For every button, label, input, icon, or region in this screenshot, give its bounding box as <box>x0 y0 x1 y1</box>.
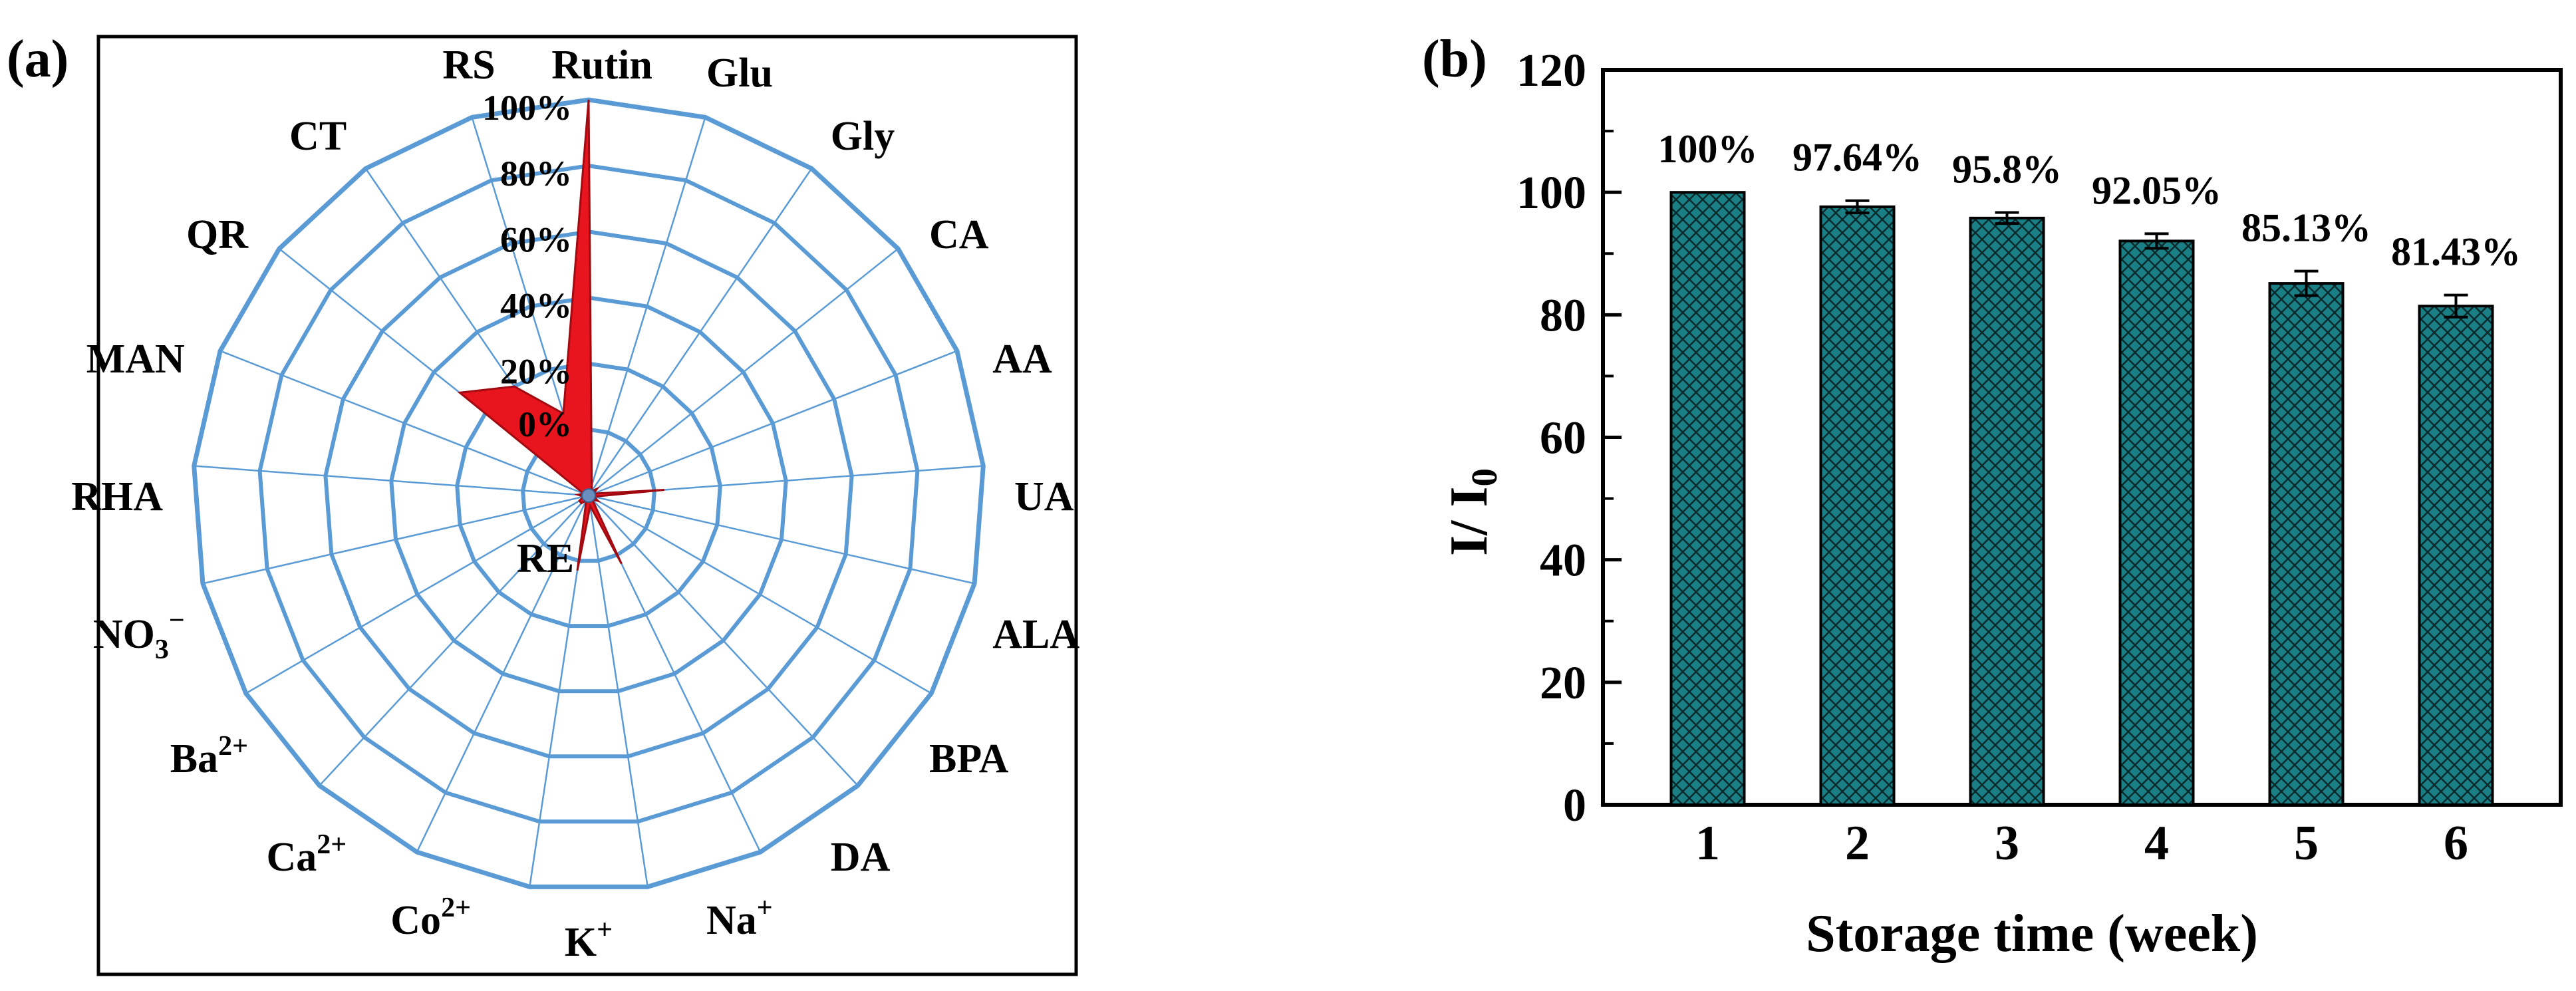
radar-spoke <box>202 494 589 585</box>
bar-data-label: 95.8% <box>1952 148 2062 192</box>
radar-spoke <box>587 495 648 887</box>
panel-b-label: (b) <box>1422 30 1487 88</box>
radar-ring <box>389 295 788 694</box>
radar-ring <box>192 97 986 889</box>
radar-axis-label-ba: Ba2+ <box>170 731 248 781</box>
panel-b: (b) 0 20 40 60 80 100 120 1 2 3 4 5 6 100% 97.64% 95.8… <box>1422 30 2563 963</box>
radar-center-marker <box>581 488 596 503</box>
radar-spoke <box>245 494 589 694</box>
radar-ring <box>323 229 854 759</box>
radar-axis-label-ua: UA <box>1014 474 1074 519</box>
radar-axis-label-k: K+ <box>565 915 613 965</box>
x-tick-label: 1 <box>1695 816 1720 871</box>
plot-frame <box>1601 68 2563 807</box>
radar-spoke <box>416 495 590 853</box>
radar-axis-labels: Rutin Glu Gly CA AA UA ALA BPA DA Na+ K+ Co2+ Ca2+ Ba… <box>71 43 1079 965</box>
radar-spoke <box>588 350 958 497</box>
y-axis-label: I/ I0 <box>1440 468 1504 556</box>
radar-radial-tick-label: 20% <box>500 352 572 392</box>
radar-axis-label-ca: Ca2+ <box>266 829 347 880</box>
radar-ring <box>455 361 722 629</box>
bar-data-label: 100% <box>1658 127 1758 171</box>
radar-spoke <box>587 168 813 496</box>
bar-data-labels: 100% 97.64% 95.8% 92.05% 85.13% 81.43% <box>1658 127 2521 273</box>
radar-axis-label-da: DA <box>831 835 891 880</box>
radar-radial-tick-label: 60% <box>500 219 572 259</box>
y-tick-label: 0 <box>1563 780 1586 831</box>
radar-axis-label-ca: CA <box>929 212 989 257</box>
radar-axis-label-man: MAN <box>86 337 185 382</box>
radar-series-area <box>457 99 664 571</box>
y-tick-label: 80 <box>1540 290 1586 341</box>
radar-axis-label-gly: Gly <box>831 114 895 159</box>
radar-radial-tick-label: 80% <box>500 154 572 194</box>
x-tick-label: 3 <box>1995 816 2019 871</box>
radar-axis-label-re: RE <box>517 536 574 581</box>
bar <box>1669 191 1746 806</box>
y-tick-label: 120 <box>1516 45 1586 96</box>
radar-series <box>457 99 664 571</box>
radar-spoke <box>587 117 706 496</box>
x-tick-label: 2 <box>1845 816 1870 871</box>
radar-axis-label-rs: RS <box>442 43 495 88</box>
panel-a: (a) Rutin Glu Gly CA AA UA ALA BPA DA Na+ K+ Co2+ Ca… <box>7 30 1079 976</box>
bar <box>1969 216 2045 806</box>
panel-a-frame <box>96 35 1078 976</box>
bar <box>2418 305 2494 806</box>
radar-spoke <box>588 494 932 694</box>
bar <box>1819 205 1896 807</box>
radar-spoke <box>194 465 589 497</box>
radar-radial-tick-label: 100% <box>482 88 572 128</box>
y-tick-label: 40 <box>1540 535 1586 587</box>
radar-spoke <box>219 350 589 497</box>
radar-ring <box>521 427 656 563</box>
radar-radial-ticks: 0% 20% 40% 60% 80% 100% <box>482 88 572 444</box>
radar-ring <box>257 164 920 824</box>
radar-radial-tick-label: 0% <box>518 404 572 444</box>
radar-spoke <box>588 248 899 496</box>
bar <box>2118 239 2195 806</box>
radar-axis-label-aa: AA <box>992 337 1052 382</box>
radar-spoke <box>588 495 859 787</box>
panel-a-label: (a) <box>7 30 69 88</box>
radar-axis-label-rutin: Rutin <box>551 43 652 88</box>
radar-axis-label-glu: Glu <box>706 51 773 96</box>
x-tick-label: 5 <box>2294 816 2319 871</box>
radar-radial-tick-label: 40% <box>500 286 572 326</box>
radar-axis-label-na: Na+ <box>706 893 773 943</box>
bar-data-label: 97.64% <box>1792 136 1922 180</box>
bar-axes: 0 20 40 60 80 100 120 1 2 3 4 5 6 <box>1516 45 2563 871</box>
bar <box>2268 282 2345 806</box>
y-tick-label: 100 <box>1516 168 1586 219</box>
x-axis-label: Storage time (week) <box>1806 905 2258 963</box>
x-tick-label: 4 <box>2144 816 2169 871</box>
radar-spoke <box>319 495 589 787</box>
bar-data-label: 85.13% <box>2241 206 2371 250</box>
y-tick-label: 20 <box>1540 658 1586 709</box>
radar-spoke <box>588 494 975 585</box>
bar-data-label: 81.43% <box>2391 230 2521 274</box>
bar-series <box>1669 191 2494 807</box>
x-tick-label: 6 <box>2444 816 2468 871</box>
radar-axis-label-no: NO3− <box>93 605 185 665</box>
y-tick-label: 60 <box>1540 413 1586 464</box>
radar-axis-label-bpa: BPA <box>929 736 1009 781</box>
y-axis-label-subscript: 0 <box>1464 468 1504 487</box>
radar-axis-label-rha: RHA <box>71 474 163 519</box>
radar-axis-label-ala: ALA <box>992 612 1079 657</box>
radar-axis-label-ct: CT <box>289 114 347 159</box>
radar-axis-label-co: Co2+ <box>390 893 471 943</box>
y-axis-label-main: I/ I <box>1440 487 1499 557</box>
radar-axis-label-qr: QR <box>186 212 249 257</box>
bar-data-label: 92.05% <box>2092 168 2221 212</box>
